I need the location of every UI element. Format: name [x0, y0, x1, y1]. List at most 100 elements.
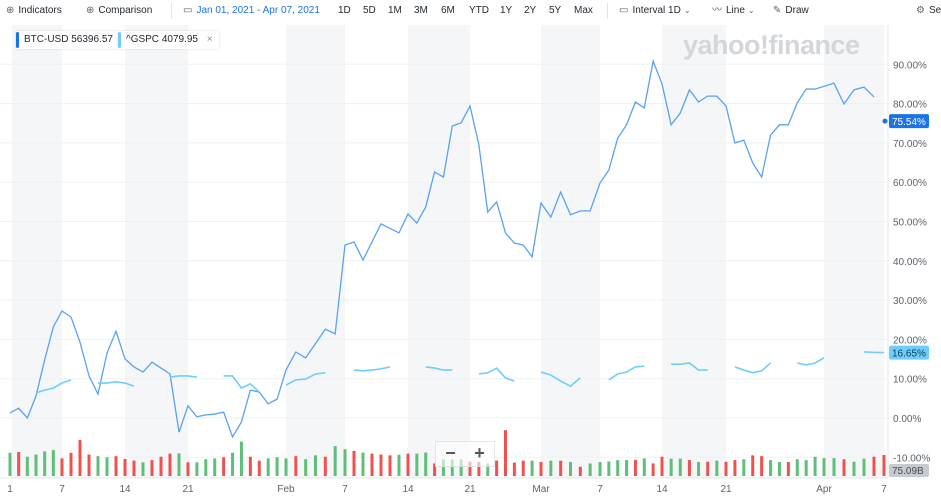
volume-bar [495, 460, 499, 476]
range-2y[interactable]: 2Y [524, 5, 537, 16]
x-tick-label: 7 [59, 484, 65, 495]
volume-bar [512, 462, 516, 476]
y-tick-label: 10.00% [893, 375, 927, 386]
week-band [408, 25, 470, 478]
draw-button[interactable]: ✎ Draw [773, 3, 809, 19]
yahoo-finance-logo: yahoo!finance [683, 30, 860, 60]
volume-bar [257, 460, 261, 476]
range-1m[interactable]: 1M [388, 5, 402, 16]
volume-bar [304, 459, 308, 476]
volume-bar [294, 456, 298, 476]
gear-icon: ⚙ [916, 5, 925, 16]
volume-bar [715, 460, 719, 476]
y-tick-label: 30.00% [893, 296, 927, 307]
y-axis-labels: 90.00% 80.00% 70.00% 60.00% 50.00% 40.00% 30.0… [893, 60, 930, 464]
y-tick-label: 40.00% [893, 257, 927, 268]
range-6m[interactable]: 6M [441, 5, 455, 16]
range-3m[interactable]: 3M [414, 5, 428, 16]
volume-bars [8, 430, 886, 476]
range-1d[interactable]: 1D [338, 5, 351, 16]
volume-bar [813, 456, 817, 476]
volume-bar [266, 458, 270, 476]
range-ytd[interactable]: YTD [469, 5, 489, 16]
volume-bar [433, 463, 437, 476]
volume-bar [569, 462, 572, 476]
volume-bar [539, 462, 543, 476]
legend-value: 56396.57 [71, 34, 113, 45]
legend-symbol: ^GSPC [126, 34, 160, 45]
volume-bar [43, 451, 47, 476]
y-tick-label: 60.00% [893, 178, 927, 189]
range-5y[interactable]: 5Y [549, 5, 562, 16]
volume-bar [370, 453, 374, 476]
x-tick-label: Mar [532, 484, 550, 495]
volume-bar [141, 462, 145, 476]
line-chart-icon: 〰 [712, 5, 722, 16]
volume-bar [69, 452, 73, 476]
volume-bar [882, 455, 886, 476]
zoom-controls: − + [435, 441, 495, 467]
indicators-button[interactable]: ⊕ Indicators [6, 3, 62, 19]
volume-bar [78, 439, 82, 476]
remove-comparison-icon[interactable]: × [206, 34, 213, 45]
x-tick-label: 14 [402, 484, 414, 495]
volume-bar [123, 458, 127, 476]
range-max[interactable]: Max [574, 5, 593, 16]
week-bands [12, 25, 884, 478]
gspc-line-segment [797, 357, 825, 366]
volume-bar [314, 455, 317, 476]
volume-bar [607, 461, 611, 476]
volume-bar [105, 457, 109, 476]
divider [607, 3, 608, 19]
volume-bar [248, 456, 252, 476]
gspc-line-segment [98, 381, 135, 387]
gspc-line-segment [734, 362, 772, 374]
comparison-button[interactable]: ⊕ Comparison [86, 3, 152, 19]
gspc-line-segment [478, 367, 515, 382]
range-1y[interactable]: 1Y [500, 5, 513, 16]
volume-bar [96, 456, 100, 476]
volume-bar [284, 458, 288, 476]
gspc-line-segment [425, 366, 453, 371]
zoom-out-button[interactable]: − [445, 443, 456, 463]
week-band [286, 25, 345, 478]
gspc-line-segment [540, 371, 581, 388]
volume-bar [195, 462, 199, 476]
x-tick-label: 14 [656, 484, 668, 495]
volume-bar [742, 459, 746, 476]
volume-bar [323, 456, 327, 476]
volume-bar [549, 460, 553, 476]
legend-btc[interactable]: BTC-USD 56396.57 [16, 31, 119, 49]
range-5d[interactable]: 5D [363, 5, 376, 16]
volume-bar [213, 458, 217, 476]
date-range-button[interactable]: ▭ Jan 01, 2021 - Apr 07, 2021 [183, 3, 320, 19]
volume-bar [450, 459, 454, 476]
volume-bar [678, 458, 682, 476]
volume-last-value: 75.09B [892, 466, 924, 477]
gspc-line-segment [169, 375, 198, 378]
x-tick-label: 21 [182, 484, 194, 495]
divider [171, 3, 172, 19]
week-band [125, 25, 188, 478]
volume-bar [231, 452, 235, 476]
chart-type-dropdown[interactable]: 〰 Line ⌄ [712, 3, 759, 19]
y-tick-label: -10.00% [893, 453, 930, 464]
volume-bar [468, 461, 472, 476]
series-color-swatch [16, 32, 19, 48]
volume-bar [795, 459, 799, 476]
volume-bar [504, 430, 507, 476]
week-band [824, 25, 884, 478]
volume-bar [633, 459, 637, 476]
x-tick-label: 14 [119, 484, 131, 495]
y-tick-label: 20.00% [893, 335, 927, 346]
volume-bar [459, 459, 463, 476]
zoom-in-button[interactable]: + [474, 443, 485, 463]
settings-button[interactable]: ⚙ Se [916, 3, 941, 19]
btc-usd-line [9, 58, 875, 439]
legend-gspc[interactable]: ^GSPC 4079.95 × [118, 31, 219, 49]
interval-dropdown[interactable]: ▭ Interval 1D ⌄ [619, 3, 695, 19]
plus-circle-icon: ⊕ [86, 5, 95, 16]
volume-bar [333, 446, 337, 476]
volume-bar [697, 462, 701, 476]
